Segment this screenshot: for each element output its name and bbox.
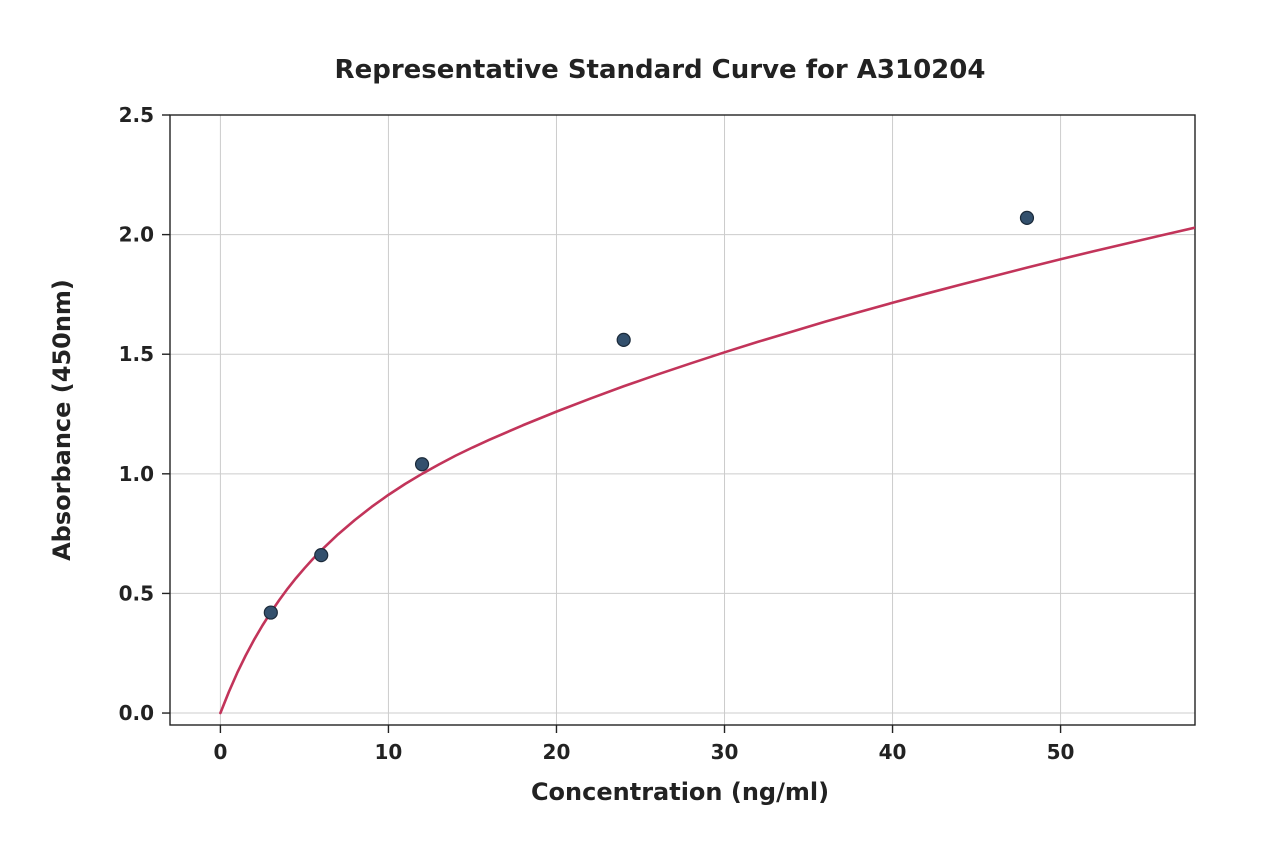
- chart-title: Representative Standard Curve for A31020…: [335, 55, 986, 85]
- data-point: [416, 458, 429, 471]
- data-point: [1020, 211, 1033, 224]
- y-tick-label: 2.0: [119, 223, 154, 247]
- y-tick-label: 1.5: [119, 342, 154, 366]
- y-axis-label: Absorbance (450nm): [48, 279, 76, 561]
- x-tick-label: 10: [375, 740, 403, 764]
- chart-container: 0 10 20 30 40 50 0.0 0.5 1.0 1.5 2.0 2.5 Representat…: [0, 0, 1280, 845]
- x-tick-label: 0: [213, 740, 227, 764]
- data-point: [264, 606, 277, 619]
- y-tick-label: 2.5: [119, 103, 154, 127]
- x-tick-label: 40: [879, 740, 907, 764]
- data-point: [315, 549, 328, 562]
- plot-bg: [170, 115, 1195, 725]
- standard-curve-chart: 0 10 20 30 40 50 0.0 0.5 1.0 1.5 2.0 2.5 Representat…: [0, 0, 1280, 845]
- x-tick-label: 30: [711, 740, 739, 764]
- x-tick-label: 20: [543, 740, 571, 764]
- y-tick-label: 0.0: [119, 701, 154, 725]
- x-tick-label: 50: [1047, 740, 1075, 764]
- y-tick-label: 1.0: [119, 462, 154, 486]
- x-axis-label: Concentration (ng/ml): [531, 778, 829, 806]
- y-tick-label: 0.5: [119, 581, 154, 605]
- data-point: [617, 333, 630, 346]
